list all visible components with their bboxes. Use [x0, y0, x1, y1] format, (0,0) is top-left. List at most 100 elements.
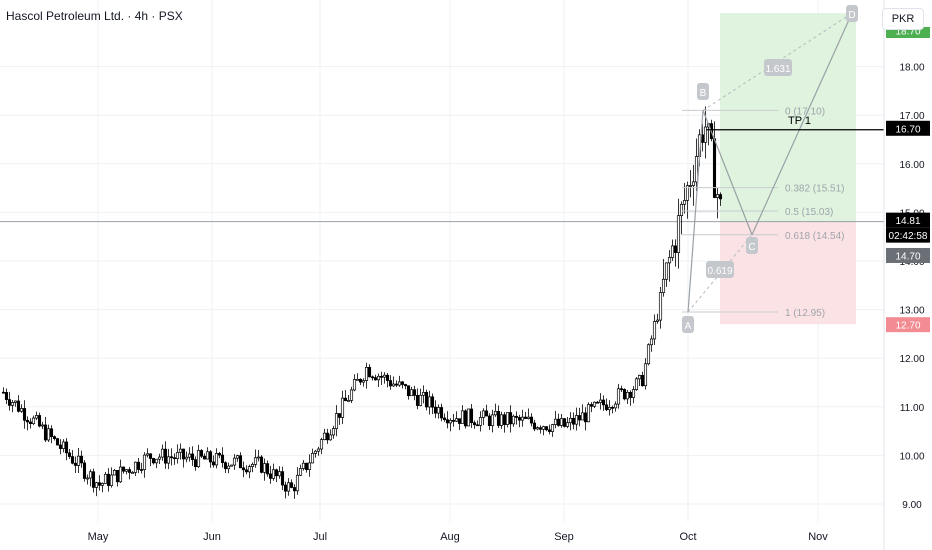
candle-body [301, 462, 306, 469]
fib-level-label: 1 (12.95) [785, 308, 825, 319]
price-marker-label: 14.81 [895, 216, 920, 227]
candle-body [436, 407, 441, 414]
candle-body [466, 408, 471, 427]
candle-body [373, 377, 378, 381]
candle-body [244, 469, 249, 473]
candle-body [715, 194, 720, 198]
candle-body [16, 400, 21, 412]
candle-body [55, 438, 60, 446]
pattern-point-badge[interactable] [746, 237, 758, 254]
candle-body [625, 391, 630, 400]
chart-title: Hascol Petroleum Ltd. · 4h · PSX [6, 9, 183, 23]
fib-level-label: 0.382 (15.51) [785, 184, 845, 195]
candle-body [289, 482, 294, 488]
candle-body [607, 406, 612, 411]
candle-body [355, 378, 360, 381]
candle-body [334, 413, 339, 429]
candle-body [652, 321, 657, 340]
candle-body [142, 454, 147, 470]
candle-body [613, 403, 618, 409]
loss-zone[interactable] [720, 221, 856, 325]
profit-zone[interactable] [720, 13, 856, 222]
candle-body [85, 477, 90, 480]
candle-body [352, 379, 357, 391]
price-marker [886, 27, 930, 38]
price-tick-label: 11.00 [900, 403, 925, 414]
ratio-badge [764, 59, 792, 76]
candle-body [133, 461, 138, 473]
candle-body [370, 376, 375, 379]
pattern-leg[interactable] [751, 12, 853, 236]
candle-body [691, 181, 696, 186]
currency-button[interactable]: PKR [882, 8, 924, 30]
candle-body [28, 421, 33, 424]
pattern-point-badge[interactable] [682, 316, 694, 333]
candle-body [280, 471, 285, 486]
candle-body [328, 434, 333, 441]
candle-body [484, 410, 489, 417]
candle-body [598, 399, 603, 403]
candle-body [565, 422, 570, 427]
price-tick-label: 13.00 [899, 306, 924, 317]
candle-body [196, 450, 201, 468]
candle-body [379, 375, 384, 378]
candle-body [481, 410, 486, 418]
candle-body [304, 462, 309, 470]
candle-body [115, 470, 120, 483]
candle-body [385, 374, 390, 381]
price-tick-label: 18.00 [899, 63, 924, 74]
candle-body [424, 392, 429, 408]
candle-body [226, 465, 231, 470]
candle-body [232, 457, 237, 466]
pattern-point-label: D [848, 10, 855, 21]
candle-body [604, 404, 609, 411]
candle-body [250, 463, 255, 467]
candle-body [217, 453, 222, 456]
candle-body [682, 200, 687, 205]
candle-body [277, 471, 282, 477]
candle-body [331, 428, 336, 436]
time-axis: May Jun Jul Aug Sep Oct Nov [88, 531, 829, 543]
fib-level-label: 0.5 (15.03) [785, 207, 833, 218]
candle-body [325, 432, 330, 441]
pattern-drawing[interactable]: 0 (17.10) 0.382 (15.51) 0.5 (15.03) 0.618 (… [682, 5, 884, 333]
candle-body [712, 138, 717, 198]
candle-body [505, 412, 510, 425]
pattern-point-label: C [748, 242, 755, 253]
candle-body [667, 257, 672, 264]
candle-body [322, 432, 327, 440]
candle-body [448, 420, 453, 424]
candle-body [73, 462, 78, 466]
candle-body [199, 450, 204, 457]
candle-body [694, 156, 699, 183]
candle-body [475, 424, 480, 427]
candle-body [487, 415, 492, 426]
time-tick-label: Sep [554, 531, 574, 543]
candle-body [61, 441, 66, 449]
candle-body [463, 410, 468, 427]
pattern-point-badge[interactable] [846, 5, 858, 22]
candle-body [67, 452, 72, 457]
candle-body [637, 375, 642, 380]
candle-body [553, 418, 558, 425]
time-tick-label: May [88, 531, 109, 543]
candle-body [592, 401, 597, 407]
candle-body [292, 487, 297, 492]
candle-body [145, 453, 150, 456]
candle-body [151, 458, 156, 464]
candle-body [409, 389, 414, 397]
candle-body [535, 427, 540, 430]
candle-body [460, 410, 465, 424]
candle-body [703, 126, 708, 143]
candle-body [4, 392, 9, 400]
candle-body [10, 402, 15, 406]
candle-body [472, 422, 477, 426]
pattern-leg[interactable] [687, 110, 704, 313]
candle-body [100, 483, 105, 486]
pattern-leg[interactable] [702, 110, 753, 235]
pattern-point-badge[interactable] [697, 83, 709, 100]
candle-body [319, 439, 324, 450]
candle-body [418, 394, 423, 406]
candle-body [646, 344, 651, 365]
